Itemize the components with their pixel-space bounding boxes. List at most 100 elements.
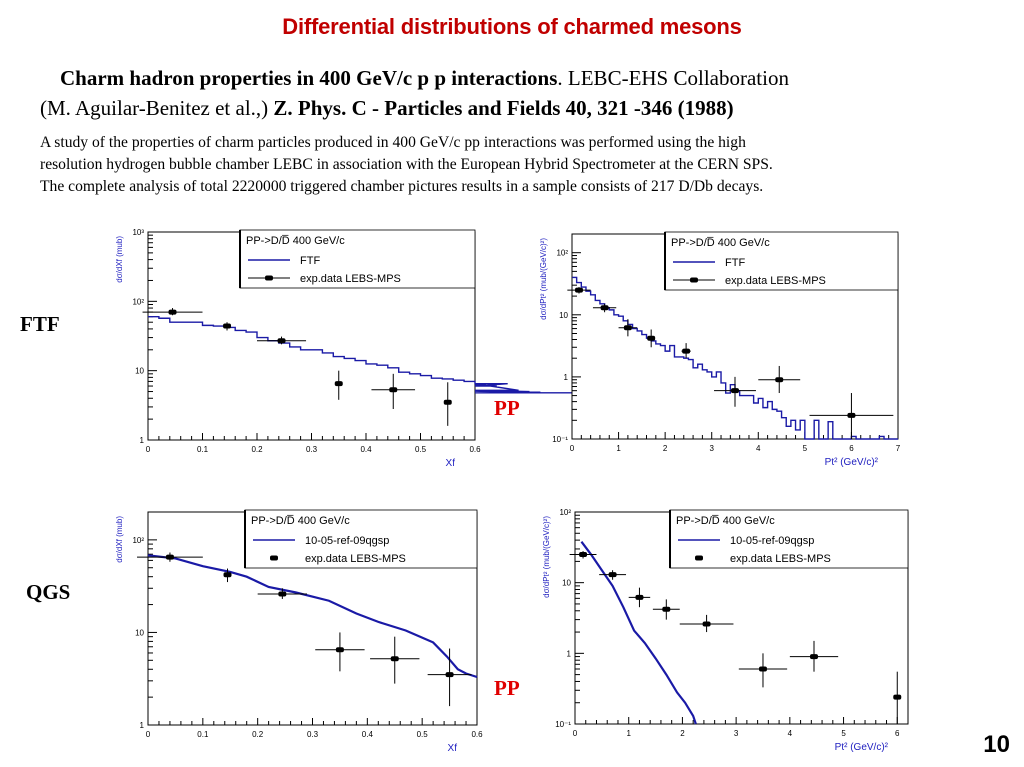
data-point <box>390 656 399 662</box>
y-axis-label: dσ/dXf (mub) <box>115 516 124 563</box>
y-tick-label: 10⁻¹ <box>552 435 568 444</box>
x-tick-label: 0.1 <box>197 730 209 739</box>
data-point <box>847 412 856 418</box>
x-tick-label: 1 <box>626 729 631 738</box>
x-axis-label: Xf <box>448 743 458 754</box>
y-tick-label: 10³ <box>132 228 144 237</box>
abstract-line: A study of the properties of charm parti… <box>40 134 746 151</box>
x-tick-label: 7 <box>896 444 901 453</box>
page-number: 10 <box>983 731 1010 758</box>
x-tick-label: 5 <box>803 444 808 453</box>
data-point <box>647 335 656 341</box>
x-axis-label: Pt² (GeV/c)² <box>825 457 879 468</box>
data-point <box>389 387 398 393</box>
legend-box <box>239 229 476 289</box>
legend-data-label: exp.data LEBS-MPS <box>300 273 401 285</box>
x-tick-label: 0.3 <box>307 730 319 739</box>
y-tick-label: 10 <box>135 628 144 637</box>
legend-model-label: 10-05-ref-09qgsp <box>305 535 389 547</box>
y-tick-label: 10² <box>132 297 144 306</box>
y-tick-label: 10 <box>559 311 568 320</box>
data-point <box>334 381 343 387</box>
legend-data-marker <box>690 277 698 283</box>
x-tick-label: 0.4 <box>360 445 372 454</box>
row-label-ftf: FTF <box>20 312 60 336</box>
y-tick-label: 10² <box>556 249 568 258</box>
y-axis-label: dσ/dXf (mub) <box>115 236 124 283</box>
data-point <box>443 399 452 405</box>
x-tick-label: 3 <box>709 444 714 453</box>
x-tick-label: 3 <box>734 729 739 738</box>
x-tick-label: 0.6 <box>471 730 483 739</box>
x-tick-label: 2 <box>663 444 668 453</box>
x-tick-label: 5 <box>841 729 846 738</box>
legend-data-marker <box>695 555 703 561</box>
y-tick-label: 10 <box>562 579 571 588</box>
legend-model-label: FTF <box>300 255 320 267</box>
x-tick-label: 6 <box>849 444 854 453</box>
legend-title: PP->D/D̅ 400 GeV/c <box>671 237 770 249</box>
x-axis-label: Xf <box>446 458 456 469</box>
data-point <box>731 388 739 394</box>
legend-data-label: exp.data LEBS-MPS <box>725 275 826 287</box>
data-point <box>168 309 177 315</box>
abstract-line: The complete analysis of total 2220000 t… <box>40 178 764 195</box>
plot-qgs-pt2: 0 1 2 3 4 5 6 10⁻¹ 1 10 10² Pt² (GeV/c)² dσ/dPt² (mu… <box>542 508 909 753</box>
legend-title: PP->D/D̅ 400 GeV/c <box>251 515 350 527</box>
x-axis-label: Pt² (GeV/c)² <box>835 742 889 753</box>
data-point <box>623 325 632 331</box>
plot-qgs-xf: 0 0.1 0.2 0.3 0.4 0.5 0.6 1 10 10² Xf dσ/dXf (mub) P… <box>115 509 483 754</box>
data-point <box>662 606 671 612</box>
paper-title: Charm hadron properties in 400 GeV/c p p… <box>60 66 558 90</box>
legend-data-marker <box>270 555 278 561</box>
y-tick-label: 10² <box>132 536 144 545</box>
x-tick-label: 2 <box>680 729 685 738</box>
y-tick-label: 10 <box>135 367 144 376</box>
data-point <box>608 572 617 578</box>
legend-data-label: exp.data LEBS-MPS <box>730 553 831 565</box>
y-tick-label: 1 <box>567 649 572 658</box>
collaboration: . LEBC-EHS Collaboration <box>557 66 789 90</box>
legend-data-label: exp.data LEBS-MPS <box>305 553 406 565</box>
abstract: A study of the properties of charm parti… <box>40 132 1000 198</box>
model-histogram <box>572 276 898 440</box>
data-point <box>574 287 583 293</box>
x-tick-label: 0 <box>573 729 578 738</box>
x-tick-label: 0.6 <box>469 445 481 454</box>
model-curve <box>147 554 478 679</box>
x-tick-label: 0 <box>146 445 151 454</box>
data-point <box>810 654 819 660</box>
x-tick-label: 0.5 <box>415 445 427 454</box>
data-point <box>223 323 232 329</box>
legend-model-label: FTF <box>725 257 745 269</box>
y-axis-label: dσ/dPt² (mub/(GeV/c)²) <box>542 516 551 598</box>
legend-title: PP->D/D̅ 400 GeV/c <box>246 235 345 247</box>
data-point <box>600 305 609 311</box>
abstract-line: resolution hydrogen bubble chamber LEBC … <box>40 156 773 173</box>
reference-line-2: (M. Aguilar-Benitez et al.,) Z. Phys. C … <box>40 96 734 121</box>
x-tick-label: 0.2 <box>252 730 264 739</box>
x-tick-label: 6 <box>895 729 900 738</box>
row-label-qgs: QGS <box>26 580 71 604</box>
authors: (M. Aguilar-Benitez et al.,) <box>40 96 274 120</box>
x-tick-label: 0.1 <box>197 445 209 454</box>
x-tick-label: 4 <box>788 729 793 738</box>
slide-title: Differential distributions of charmed me… <box>282 14 742 39</box>
data-point <box>775 377 784 383</box>
x-tick-label: 0.4 <box>362 730 374 739</box>
data-point <box>277 338 286 344</box>
data-point <box>579 552 588 558</box>
model-curve <box>580 541 697 725</box>
data-point <box>278 591 287 597</box>
y-tick-label: 1 <box>140 436 145 445</box>
y-tick-label: 1 <box>564 373 569 382</box>
data-point <box>445 672 454 678</box>
x-tick-label: 0 <box>146 730 151 739</box>
legend-data-marker <box>265 275 273 281</box>
y-tick-label: 1 <box>140 721 145 730</box>
data-point <box>702 621 711 627</box>
legend-title: PP->D/D̅ 400 GeV/c <box>676 515 775 527</box>
data-point <box>335 647 344 653</box>
y-tick-label: 10⁻¹ <box>555 720 571 729</box>
